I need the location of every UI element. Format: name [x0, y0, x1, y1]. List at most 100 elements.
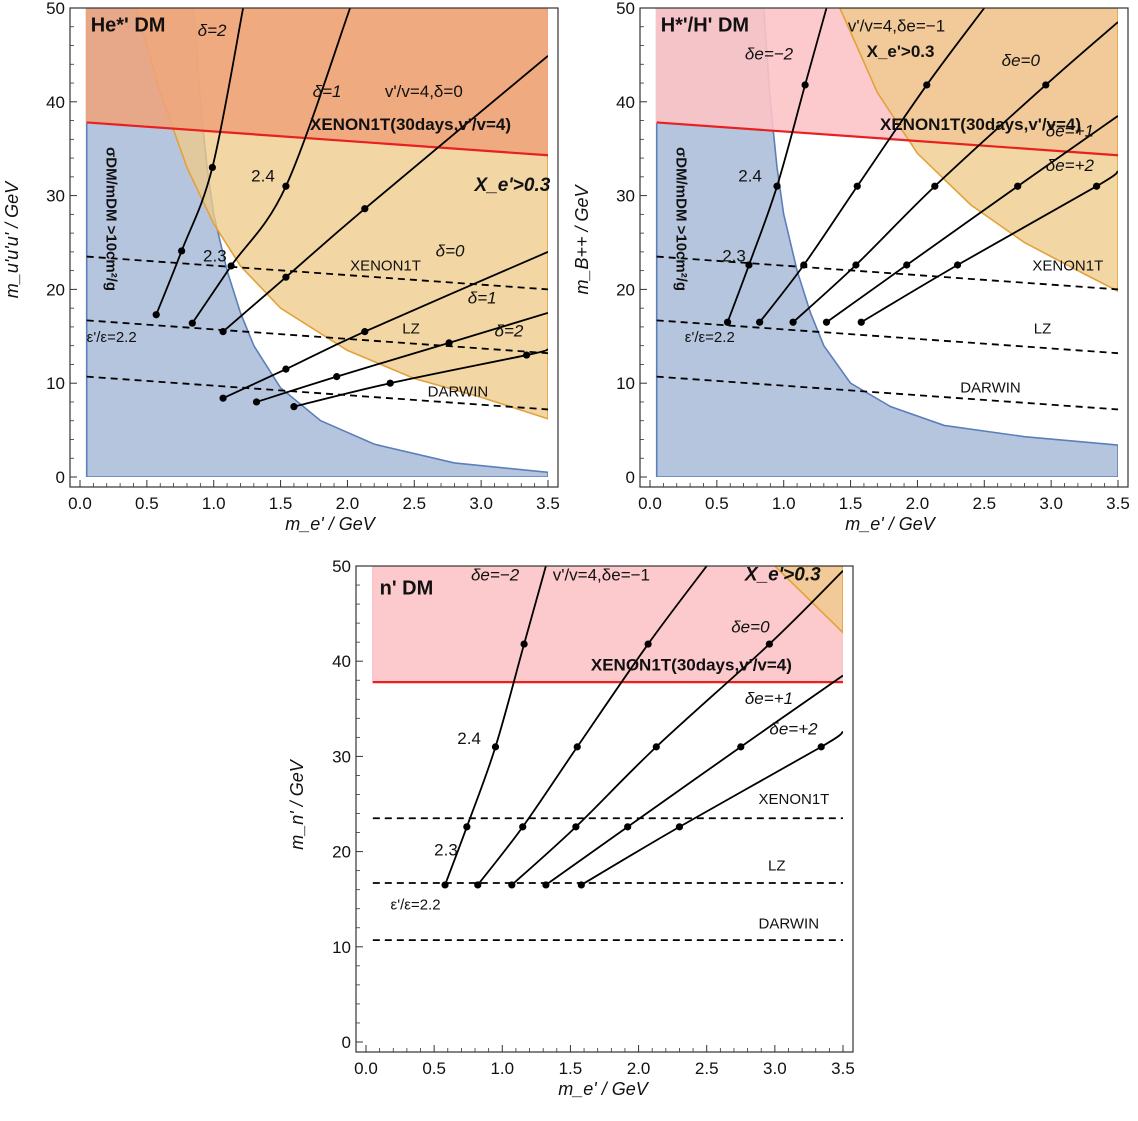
annotation-6: δe=+1 — [1046, 122, 1094, 141]
plot-frame — [69, 7, 559, 488]
y-tick-label: 50 — [332, 557, 351, 576]
y-tick-label: 30 — [46, 187, 65, 206]
y-tick-label: 20 — [616, 280, 635, 299]
y-tick-label: 40 — [46, 93, 65, 112]
y-tick-label: 30 — [616, 187, 635, 206]
y-tick-label: 30 — [332, 747, 351, 766]
x-tick-label: 2.5 — [695, 1059, 719, 1078]
curve-0-dot-3 — [801, 81, 809, 89]
annotation-12: δ=1 — [468, 288, 497, 307]
y-tick-label: 50 — [46, 0, 65, 18]
x-tick-label: 1.5 — [559, 1059, 583, 1078]
annotation-11: ε'/ε=2.2 — [685, 329, 735, 346]
curve-4-dot-0 — [577, 881, 585, 889]
curve-2-dot-2 — [361, 205, 369, 213]
x-tick-label: 0.5 — [135, 494, 159, 513]
plot-area — [655, 8, 1118, 477]
curve-1-dot-2 — [282, 182, 290, 190]
annotation-10: ε'/ε=2.2 — [87, 329, 137, 346]
annotation-8: 2.4 — [738, 167, 762, 186]
annotation-4: δe=0 — [1002, 51, 1041, 70]
x-tick-label: 3.5 — [831, 1059, 855, 1078]
curve-4-dot-1 — [953, 261, 962, 269]
plot-area — [85, 8, 548, 477]
annotation-9: 2.3 — [434, 840, 458, 859]
curve-5 — [293, 348, 548, 408]
plot-area — [372, 566, 843, 942]
y-tick-label: 0 — [56, 468, 65, 487]
annotation-1: δ=2 — [198, 21, 227, 40]
bound-line-2 — [656, 319, 1118, 355]
curve-1-dot-0 — [188, 319, 196, 327]
annotation-0: He*' DM — [91, 14, 166, 36]
curve-4-dot-2 — [445, 339, 453, 347]
annotation-10: XENON1T — [759, 791, 830, 808]
region-1 — [773, 566, 843, 634]
y-tick-label: 40 — [332, 652, 351, 671]
curve-0-dot-1 — [178, 247, 186, 255]
annotation-13: DARWIN — [960, 380, 1021, 397]
x-tick-label: 3.5 — [536, 494, 560, 513]
curve-0 — [444, 566, 547, 886]
annotation-12: LZ — [1034, 320, 1052, 337]
x-axis-label: m_e' / GeV — [285, 514, 376, 534]
y-tick-label: 0 — [626, 468, 635, 487]
annotation-7: 2.3 — [203, 246, 227, 265]
curve-2-dot-3 — [765, 640, 774, 648]
x-tick-label: 3.0 — [1039, 494, 1063, 513]
x-tick-label: 3.5 — [1106, 494, 1130, 513]
y-tick-label: 20 — [46, 280, 65, 299]
curve-4-dot-2 — [817, 743, 825, 751]
panel-h: 0.0 0.5 1.0 1.5 2.0 2.5 3.0 3.5 0 10 20 30 40 50 m_e' … — [572, 0, 1130, 534]
curve-0-dot-1 — [463, 823, 471, 831]
panel-he: 0.0 0.5 1.0 1.5 2.0 2.5 3.0 3.5 0 10 20 30 40 50 m_e' … — [2, 0, 560, 534]
x-tick-label: 2.0 — [336, 494, 360, 513]
x-tick-label: 0.0 — [68, 494, 92, 513]
y-tick-label: 50 — [616, 0, 635, 18]
annotation-14: DARWIN — [428, 383, 489, 400]
y-tick-label: 20 — [332, 843, 351, 862]
curve-1 — [477, 566, 708, 886]
curve-0-dot-2 — [491, 743, 500, 751]
curve-0-dot-2 — [773, 182, 781, 190]
annotation-1: δe=−2 — [745, 45, 794, 64]
x-tick-label: 3.0 — [763, 1059, 787, 1078]
plot-frame — [639, 7, 1129, 488]
curve-2-dot-0 — [219, 328, 227, 336]
curve-2-dot-0 — [789, 318, 797, 326]
region-2 — [838, 8, 1118, 293]
annotation-5: XENON1T(30days,v'/v=4) — [880, 115, 1081, 134]
curve-3 — [825, 115, 1118, 323]
curve-3-dot-2 — [737, 743, 745, 751]
annotation-2: v'/v=4,δe=−1 — [553, 565, 650, 584]
bound-line-1 — [86, 255, 548, 291]
y-axis-label: m_n' / GeV — [287, 758, 307, 849]
curve-2-dot-1 — [282, 273, 290, 281]
annotation-4: δe=0 — [731, 618, 770, 637]
x-tick-label: 0.0 — [638, 494, 662, 513]
curve-1-dot-1 — [519, 823, 527, 831]
y-tick-label: 0 — [342, 1033, 351, 1052]
bound-line-1 — [656, 255, 1118, 291]
annotation-7: δe=+2 — [769, 720, 818, 739]
annotation-5: X_e'>0.3 — [473, 175, 550, 196]
curve-1 — [191, 8, 351, 324]
x-tick-label: 2.5 — [402, 494, 426, 513]
annotation-9: 2.3 — [722, 246, 746, 265]
curve-1-dot-1 — [227, 262, 235, 270]
bound-line-3 — [656, 375, 1118, 411]
curve-0-dot-1 — [745, 261, 753, 269]
curve-0-dot-0 — [723, 318, 732, 326]
curve-1-dot-0 — [756, 318, 764, 326]
curve-3 — [222, 251, 548, 400]
annotation-10: XENON1T — [1032, 258, 1103, 275]
annotation-11: LZ — [402, 320, 420, 337]
x-axis-label: m_e' / GeV — [845, 514, 936, 534]
y-tick-label: 10 — [332, 938, 351, 957]
annotation-3: X_e'>0.3 — [744, 564, 821, 585]
y-axis-label: m_B++ / GeV — [572, 183, 592, 294]
curve-4-dot-1 — [675, 823, 684, 831]
y-tick-label: 10 — [46, 374, 65, 393]
